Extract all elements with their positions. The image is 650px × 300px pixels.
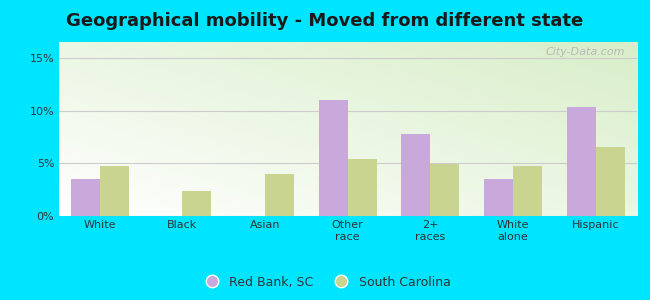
- Bar: [318, 100, 348, 216]
- Bar: [430, 164, 460, 216]
- Text: City-Data.com: City-Data.com: [546, 47, 625, 57]
- Text: Geographical mobility - Moved from different state: Geographical mobility - Moved from diffe…: [66, 12, 584, 30]
- Bar: [595, 148, 625, 216]
- Bar: [402, 134, 430, 216]
- Bar: [183, 191, 211, 216]
- Bar: [71, 179, 100, 216]
- Bar: [348, 159, 377, 216]
- Bar: [265, 174, 294, 216]
- Bar: [484, 179, 513, 216]
- Bar: [100, 167, 129, 216]
- Bar: [513, 167, 542, 216]
- Legend: Red Bank, SC, South Carolina: Red Bank, SC, South Carolina: [194, 271, 456, 294]
- Bar: [567, 107, 595, 216]
